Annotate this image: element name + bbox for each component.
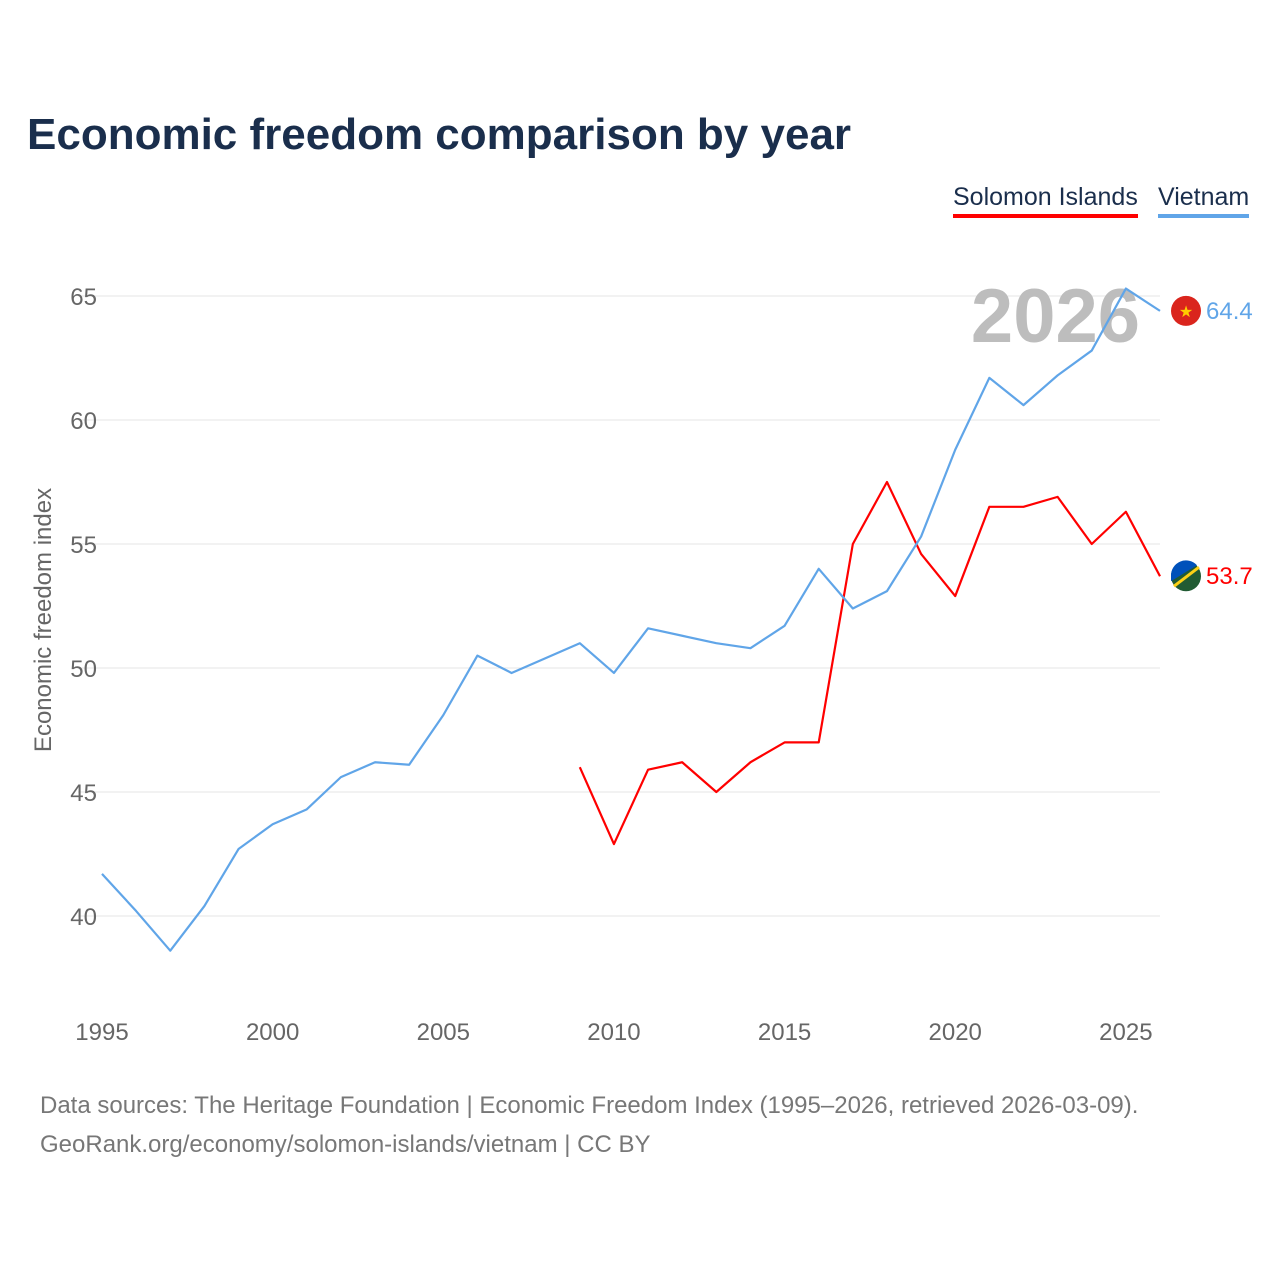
flag-solomon-islands-icon xyxy=(1170,560,1201,592)
footer: Data sources: The Heritage Foundation | … xyxy=(40,1086,1138,1164)
flag-stripe xyxy=(1173,566,1200,588)
flag-bg xyxy=(1171,295,1201,326)
current-year-label: 2026 xyxy=(971,274,1140,359)
legend-solomon-islands[interactable]: Solomon Islands xyxy=(953,183,1138,218)
footer-link[interactable]: GeoRank.org/economy/solomon-islands/viet… xyxy=(40,1131,651,1158)
end-value-label: 53.7 xyxy=(1206,563,1253,590)
series-line-vietnam xyxy=(101,287,1161,952)
y-axis-label: Economic freedom index xyxy=(30,488,57,752)
y-tick-label: 40 xyxy=(70,904,97,931)
x-tick-label: 2000 xyxy=(246,1019,299,1046)
x-tick-label: 2005 xyxy=(417,1019,470,1046)
x-tick-label: 1995 xyxy=(75,1019,128,1046)
flag-blue xyxy=(1170,560,1197,582)
footer-sources: Data sources: The Heritage Foundation | … xyxy=(40,1092,1139,1119)
y-tick-label: 55 xyxy=(70,532,97,559)
y-tick-label: 60 xyxy=(70,408,97,435)
flag-vietnam-icon: ★ xyxy=(1171,295,1201,326)
x-tick-label: 2020 xyxy=(929,1019,982,1046)
x-tick-label: 2010 xyxy=(587,1019,640,1046)
x-tick-label: 2015 xyxy=(758,1019,811,1046)
y-tick-label: 45 xyxy=(70,780,97,807)
y-tick-label: 65 xyxy=(70,284,97,311)
y-tick-label: 50 xyxy=(70,656,97,683)
flag-star: ★ xyxy=(1179,304,1193,321)
x-tick-label: 2025 xyxy=(1099,1019,1152,1046)
legend-vietnam[interactable]: Vietnam xyxy=(1158,183,1250,218)
series-line-solomon-islands xyxy=(578,480,1161,846)
end-value-label: 64.4 xyxy=(1206,298,1253,325)
chart-title: Economic freedom comparison by year xyxy=(27,110,852,159)
